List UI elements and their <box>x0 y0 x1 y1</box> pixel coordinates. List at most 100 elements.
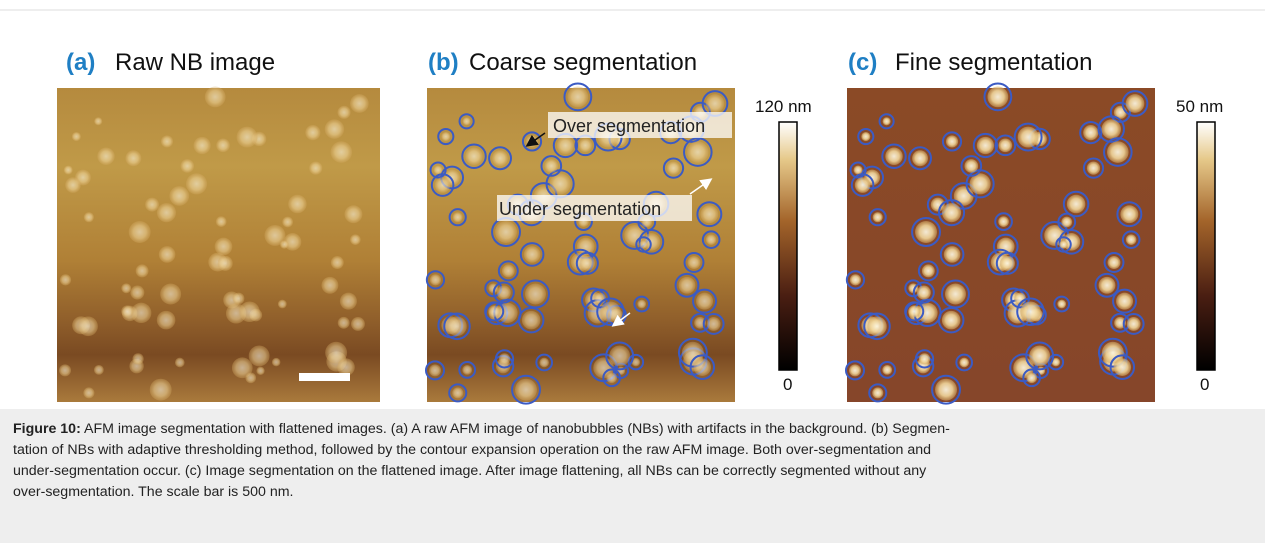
nanobubble <box>441 132 450 141</box>
caption-line: over-segmentation. The scale bar is 500 … <box>13 482 1253 503</box>
nanobubble <box>707 317 721 331</box>
nanobubble <box>280 240 288 248</box>
colorbar-label: 0 <box>1200 375 1209 394</box>
nanobubble <box>205 86 226 107</box>
nanobubble <box>1057 300 1066 309</box>
nanobubble <box>1107 141 1129 163</box>
nanobubble <box>849 364 861 376</box>
nanobubble <box>1126 94 1145 113</box>
nanobubble <box>350 94 369 113</box>
nanobubble <box>309 161 322 174</box>
nanobubble <box>233 293 245 305</box>
nanobubble <box>351 317 365 331</box>
colorbar-label: 120 nm <box>755 97 812 116</box>
nanobubble <box>145 198 159 212</box>
nanobubble <box>305 125 320 140</box>
nanobubble <box>1087 161 1100 174</box>
caption-line: under-segmentation occur. (c) Image segm… <box>13 461 1253 482</box>
nanobubble <box>908 305 920 317</box>
nanobubble <box>83 387 94 398</box>
nanobubble <box>1029 345 1050 366</box>
nanobubble <box>964 159 978 173</box>
nanobubble <box>132 353 143 364</box>
nanobubble <box>942 311 961 330</box>
nanobubble <box>186 173 207 194</box>
nanobubble <box>1018 127 1039 148</box>
nanobubble <box>515 379 537 401</box>
nanobubble <box>600 301 621 322</box>
nanobubble <box>338 317 350 329</box>
nanobubble <box>121 283 131 293</box>
nanobubble <box>447 317 467 337</box>
nanobubble <box>215 238 233 256</box>
nanobubble <box>917 286 931 300</box>
nanobubble <box>1108 256 1121 269</box>
nanobubble <box>97 148 114 165</box>
nanobubble <box>850 274 861 285</box>
nanobubble <box>998 138 1012 152</box>
nanobubble <box>157 203 176 222</box>
nanobubble <box>1099 277 1116 294</box>
nanobubble <box>977 137 994 154</box>
nanobubble <box>129 221 151 243</box>
nanobubble <box>288 195 307 214</box>
annotation: Over segmentation <box>553 116 705 136</box>
nanobubble <box>429 364 441 376</box>
nanobubble <box>150 379 172 401</box>
nanobubble <box>239 301 260 322</box>
nanobubble <box>331 141 353 163</box>
nanobubble <box>667 161 680 174</box>
nanobubble <box>606 372 617 383</box>
nanobubble <box>245 372 256 383</box>
nanobubble <box>325 119 344 138</box>
nanobubble <box>1059 240 1067 248</box>
nanobubble <box>524 246 541 263</box>
scale-bar <box>299 373 350 381</box>
nanobubble <box>272 358 281 367</box>
nanobubble <box>60 274 71 285</box>
nanobubble <box>121 305 133 317</box>
nanobubble <box>499 353 510 364</box>
nanobubble <box>1061 217 1072 228</box>
nanobubble <box>873 212 883 222</box>
nanobubble <box>430 274 441 285</box>
nanobubble <box>282 217 293 228</box>
nanobubble <box>688 256 701 269</box>
nanobubble <box>462 365 472 375</box>
nanobubble <box>696 293 713 310</box>
nanobubble <box>350 234 361 245</box>
nanobubble <box>465 148 482 165</box>
nanobubble <box>169 186 189 206</box>
panel-title: Coarse segmentation <box>469 49 697 76</box>
nanobubble <box>944 246 961 263</box>
nanobubble <box>1116 293 1133 310</box>
nanobubble <box>180 159 194 173</box>
nanobubble <box>435 177 451 193</box>
nanobubble <box>1127 317 1141 331</box>
nanobubble <box>1120 205 1138 223</box>
nanobubble <box>1083 125 1098 140</box>
nanobubble <box>687 141 709 163</box>
nanobubble <box>945 284 966 305</box>
nanobubble <box>854 165 863 174</box>
caption-text: AFM image segmentation with flattened im… <box>84 421 950 437</box>
nanobubble <box>872 387 883 398</box>
nanobubble <box>954 186 974 206</box>
nanobubble <box>216 216 227 227</box>
colorbar <box>779 122 797 370</box>
nanobubble <box>488 305 500 317</box>
figure: (a) Raw NB image (b) Coarse segmentation… <box>0 0 1265 409</box>
nanobubble <box>1026 372 1037 383</box>
nanobubble <box>64 165 73 174</box>
nanobubble <box>94 365 104 375</box>
nanobubble <box>94 117 102 125</box>
nanobubble <box>157 311 176 330</box>
nanobubble <box>218 256 233 271</box>
nanobubble <box>637 300 646 309</box>
nanobubble <box>256 367 264 375</box>
nanobubble <box>578 138 592 152</box>
nanobubble <box>679 277 696 294</box>
nanobubble <box>539 358 549 368</box>
nanobubble <box>452 387 463 398</box>
nanobubble <box>1020 301 1041 322</box>
